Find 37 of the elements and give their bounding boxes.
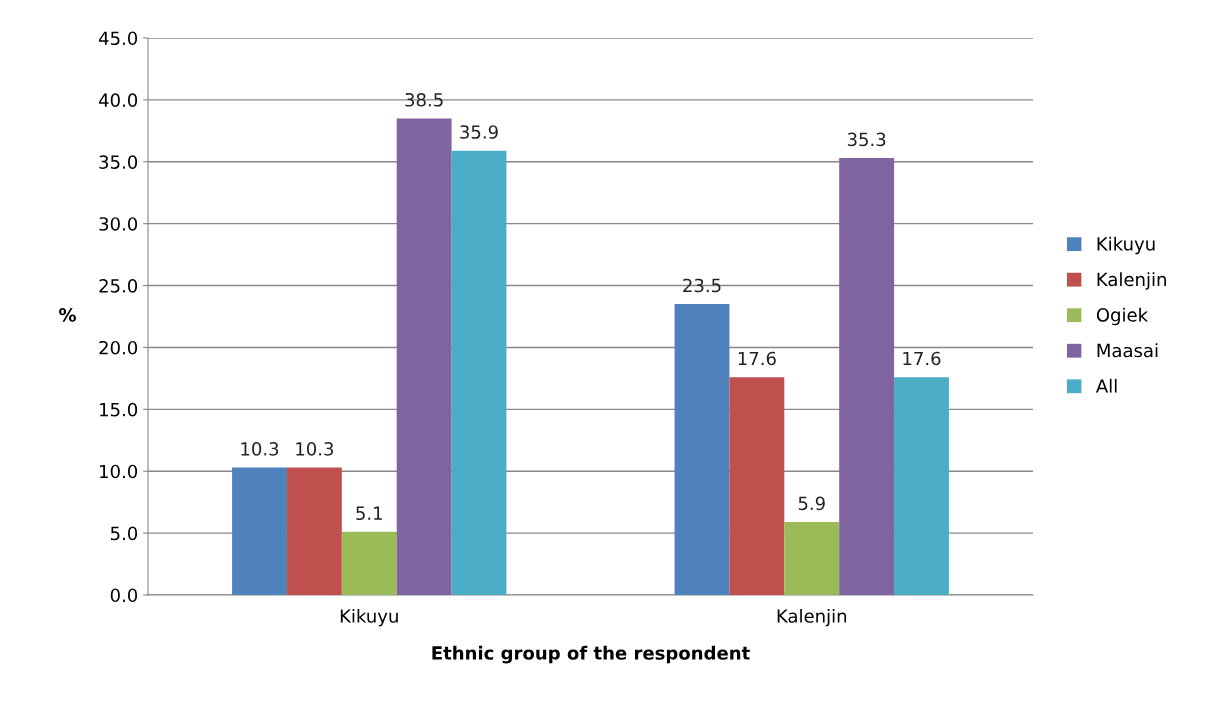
data-label: 5.1 (356, 506, 382, 521)
bar (784, 521, 840, 595)
bar (451, 150, 507, 595)
y-tick-label: 10.0 (100, 464, 138, 479)
data-label: 10.3 (296, 442, 334, 456)
y-tick-label: 20.0 (99, 340, 138, 355)
data-label: 17.6 (738, 351, 776, 366)
legend-label: Kalenjin (1097, 272, 1166, 290)
y-tick-label: 0.0 (110, 588, 138, 603)
y-tick-label: 5.0 (110, 526, 138, 541)
bar (729, 377, 785, 595)
y-tick-label: 15.0 (100, 402, 138, 417)
y-tick-label: 30.0 (99, 217, 138, 231)
y-tick-label: 40.0 (98, 93, 138, 108)
bar (286, 467, 342, 595)
legend-label: Ogiek (1096, 307, 1149, 326)
data-label: 10.3 (241, 442, 279, 456)
data-label: 17.6 (903, 351, 941, 366)
bar (232, 467, 287, 595)
bar (341, 531, 397, 595)
y-axis-title: % (59, 308, 76, 322)
data-label: 5.9 (798, 496, 825, 511)
data-label: 38.5 (405, 92, 443, 107)
data-label: 23.5 (683, 278, 721, 293)
x-axis-title: Ethnic group of the respondent (432, 645, 750, 664)
bar (839, 158, 895, 595)
y-tick-label: 45.0 (98, 31, 138, 46)
y-tick-label: 25.0 (99, 279, 138, 293)
legend-label: Kikuyu (1097, 236, 1155, 255)
bar (674, 304, 730, 595)
data-label: 35.9 (460, 125, 498, 139)
legend-label: All (1095, 378, 1117, 393)
bar (894, 377, 949, 595)
legend-label: Maasai (1097, 343, 1158, 358)
bar (396, 118, 452, 595)
y-tick-label: 35.0 (99, 155, 138, 169)
data-label: 35.3 (847, 132, 886, 147)
